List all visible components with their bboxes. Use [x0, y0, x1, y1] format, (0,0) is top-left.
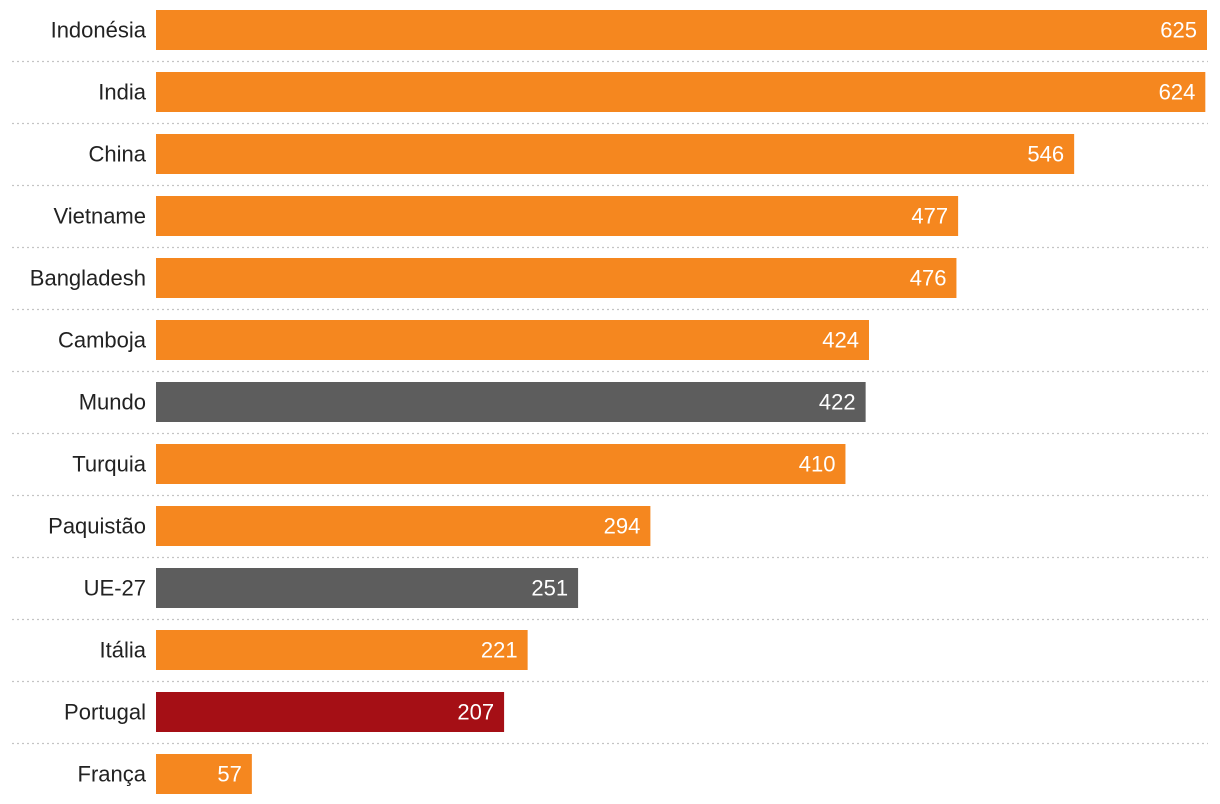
- bar: [156, 10, 1207, 50]
- bar: [156, 320, 869, 360]
- value-labels-group: 625 624 546 477 476 424 422 410 294 251 221 207 57: [217, 18, 1197, 787]
- bar: [156, 134, 1075, 174]
- bar: [156, 754, 252, 794]
- value-label: 57: [217, 762, 241, 787]
- bar: [156, 444, 846, 484]
- category-label: Camboja: [58, 328, 147, 353]
- value-label: 424: [822, 328, 859, 353]
- category-label: Portugal: [64, 700, 146, 725]
- bar: [156, 382, 866, 422]
- value-label: 476: [910, 266, 947, 291]
- value-label: 207: [457, 700, 494, 725]
- bar: [156, 630, 528, 670]
- category-label: India: [98, 80, 146, 105]
- value-label: 294: [604, 514, 641, 539]
- value-label: 410: [799, 452, 836, 477]
- bar: [156, 568, 579, 608]
- bar: [156, 196, 959, 236]
- row-separators: [12, 60, 1208, 745]
- category-label: Mundo: [79, 390, 146, 415]
- value-label: 625: [1160, 18, 1197, 43]
- bar: [156, 692, 505, 732]
- value-label: 477: [911, 204, 948, 229]
- bars-group: [156, 10, 1207, 794]
- category-label: China: [89, 142, 147, 167]
- value-label: 251: [531, 576, 568, 601]
- value-label: 422: [819, 390, 856, 415]
- category-label: Vietname: [53, 204, 146, 229]
- category-labels-group: Indonésia India China Vietname Bangladesh Cam…: [30, 18, 147, 787]
- category-label: Indonésia: [51, 18, 147, 43]
- bar: [156, 72, 1206, 112]
- category-label: Turquia: [72, 452, 147, 477]
- value-label: 546: [1027, 142, 1064, 167]
- value-label: 221: [481, 638, 518, 663]
- category-label: UE-27: [84, 576, 146, 601]
- category-label: França: [78, 762, 147, 787]
- category-label: Bangladesh: [30, 266, 146, 291]
- category-label: Itália: [100, 638, 147, 663]
- bar: [156, 506, 651, 546]
- value-label: 624: [1159, 80, 1196, 105]
- bar: [156, 258, 957, 298]
- category-label: Paquistão: [48, 514, 146, 539]
